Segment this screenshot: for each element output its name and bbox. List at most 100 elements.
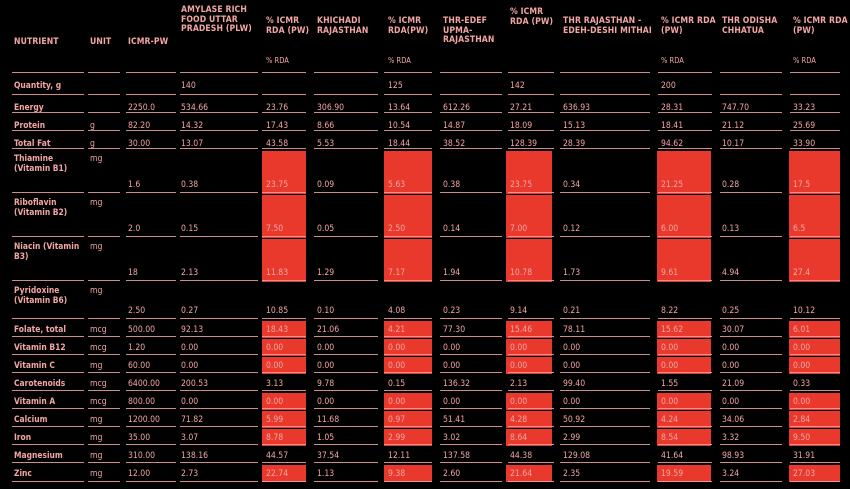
highlight-cell [384,411,432,428]
value-cell: 21.25 [661,180,684,190]
row-divider [508,408,554,409]
row-divider [560,112,650,113]
row-divider [88,408,120,409]
row-divider [314,481,378,482]
value-cell: 11.68 [317,415,340,425]
row-divider [658,372,712,373]
value-cell: 41.64 [661,451,684,461]
value-cell: 77.30 [443,325,466,335]
value-cell: 306.90 [317,103,345,113]
highlight-cell [657,393,711,410]
value-cell: 0.00 [661,361,679,371]
row-divider [384,130,432,131]
value-cell: 0.00 [181,397,199,407]
row-divider [126,444,176,445]
highlight-cell [506,357,552,374]
row-divider [88,354,120,355]
row-divider [262,112,306,113]
unit-cell: mg [90,433,103,443]
row-divider [384,236,432,237]
unit-cell: mg [90,361,103,371]
row-divider [88,318,120,319]
row-divider [720,236,782,237]
row-divider [314,130,378,131]
column-header: % ICMR RDA (PW) [661,16,716,36]
row-divider [508,354,554,355]
row-divider [262,481,306,482]
nutrient-label: Calcium [14,414,48,424]
row-divider [262,148,306,149]
column-header: % ICMR RDA (PW) [510,7,554,27]
row-divider [720,444,782,445]
row-divider [180,481,258,482]
row-divider [262,372,306,373]
row-divider [12,280,84,281]
value-cell: 0.25 [722,306,740,316]
row-divider [314,354,378,355]
value-cell: 0.15 [388,379,406,389]
value-cell: 0.27 [181,306,199,316]
highlight-cell [789,239,840,282]
row-divider [262,318,306,319]
row-divider [262,130,306,131]
row-divider [126,372,176,373]
row-divider [790,372,840,373]
row-divider [508,318,554,319]
row-divider [126,112,176,113]
row-divider [88,94,120,95]
row-divider [88,192,120,193]
row-divider [440,236,502,237]
value-cell: 34.06 [722,415,745,425]
highlight-cell [506,151,552,194]
row-divider [314,372,378,373]
row-divider [560,426,650,427]
value-cell: 0.38 [443,180,461,190]
row-divider [262,72,306,73]
value-cell: 747.70 [722,103,750,113]
row-divider [658,408,712,409]
row-divider [560,408,650,409]
row-divider [384,408,432,409]
value-cell: 0.00 [510,397,528,407]
value-cell: 18.44 [388,139,411,149]
value-cell: 9.50 [793,433,811,443]
row-divider [88,148,120,149]
row-divider [12,336,84,337]
row-divider [790,462,840,463]
row-divider [126,390,176,391]
nutrient-label: Vitamin B12 [14,342,66,352]
value-cell: 0.00 [722,343,740,353]
row-divider [126,130,176,131]
row-divider [508,462,554,463]
row-divider [314,192,378,193]
value-cell: 3.24 [722,469,740,479]
row-divider [440,408,502,409]
rda-subheader: % RDA [388,56,411,65]
row-divider [262,94,306,95]
unit-cell: g [90,139,95,149]
highlight-cell [262,151,306,194]
highlight-cell [789,429,840,446]
row-divider [560,192,650,193]
row-divider [790,408,840,409]
value-cell: 21.64 [510,469,533,479]
row-divider [12,112,84,113]
value-cell: 2.84 [793,415,811,425]
row-divider [720,408,782,409]
highlight-cell [262,239,306,282]
row-divider [790,336,840,337]
row-divider [126,354,176,355]
value-cell: 30.00 [128,139,151,149]
value-cell: 4.21 [388,325,406,335]
unit-cell: g [90,121,95,131]
value-cell: 99.40 [563,379,586,389]
row-divider [12,318,84,319]
value-cell: 92.13 [181,325,204,335]
highlight-cell [506,429,552,446]
value-cell: 18.09 [510,121,533,131]
value-cell: 0.05 [317,224,335,234]
row-divider [508,112,554,113]
highlight-cell [384,339,432,356]
row-divider [440,444,502,445]
value-cell: 128.39 [510,139,538,149]
